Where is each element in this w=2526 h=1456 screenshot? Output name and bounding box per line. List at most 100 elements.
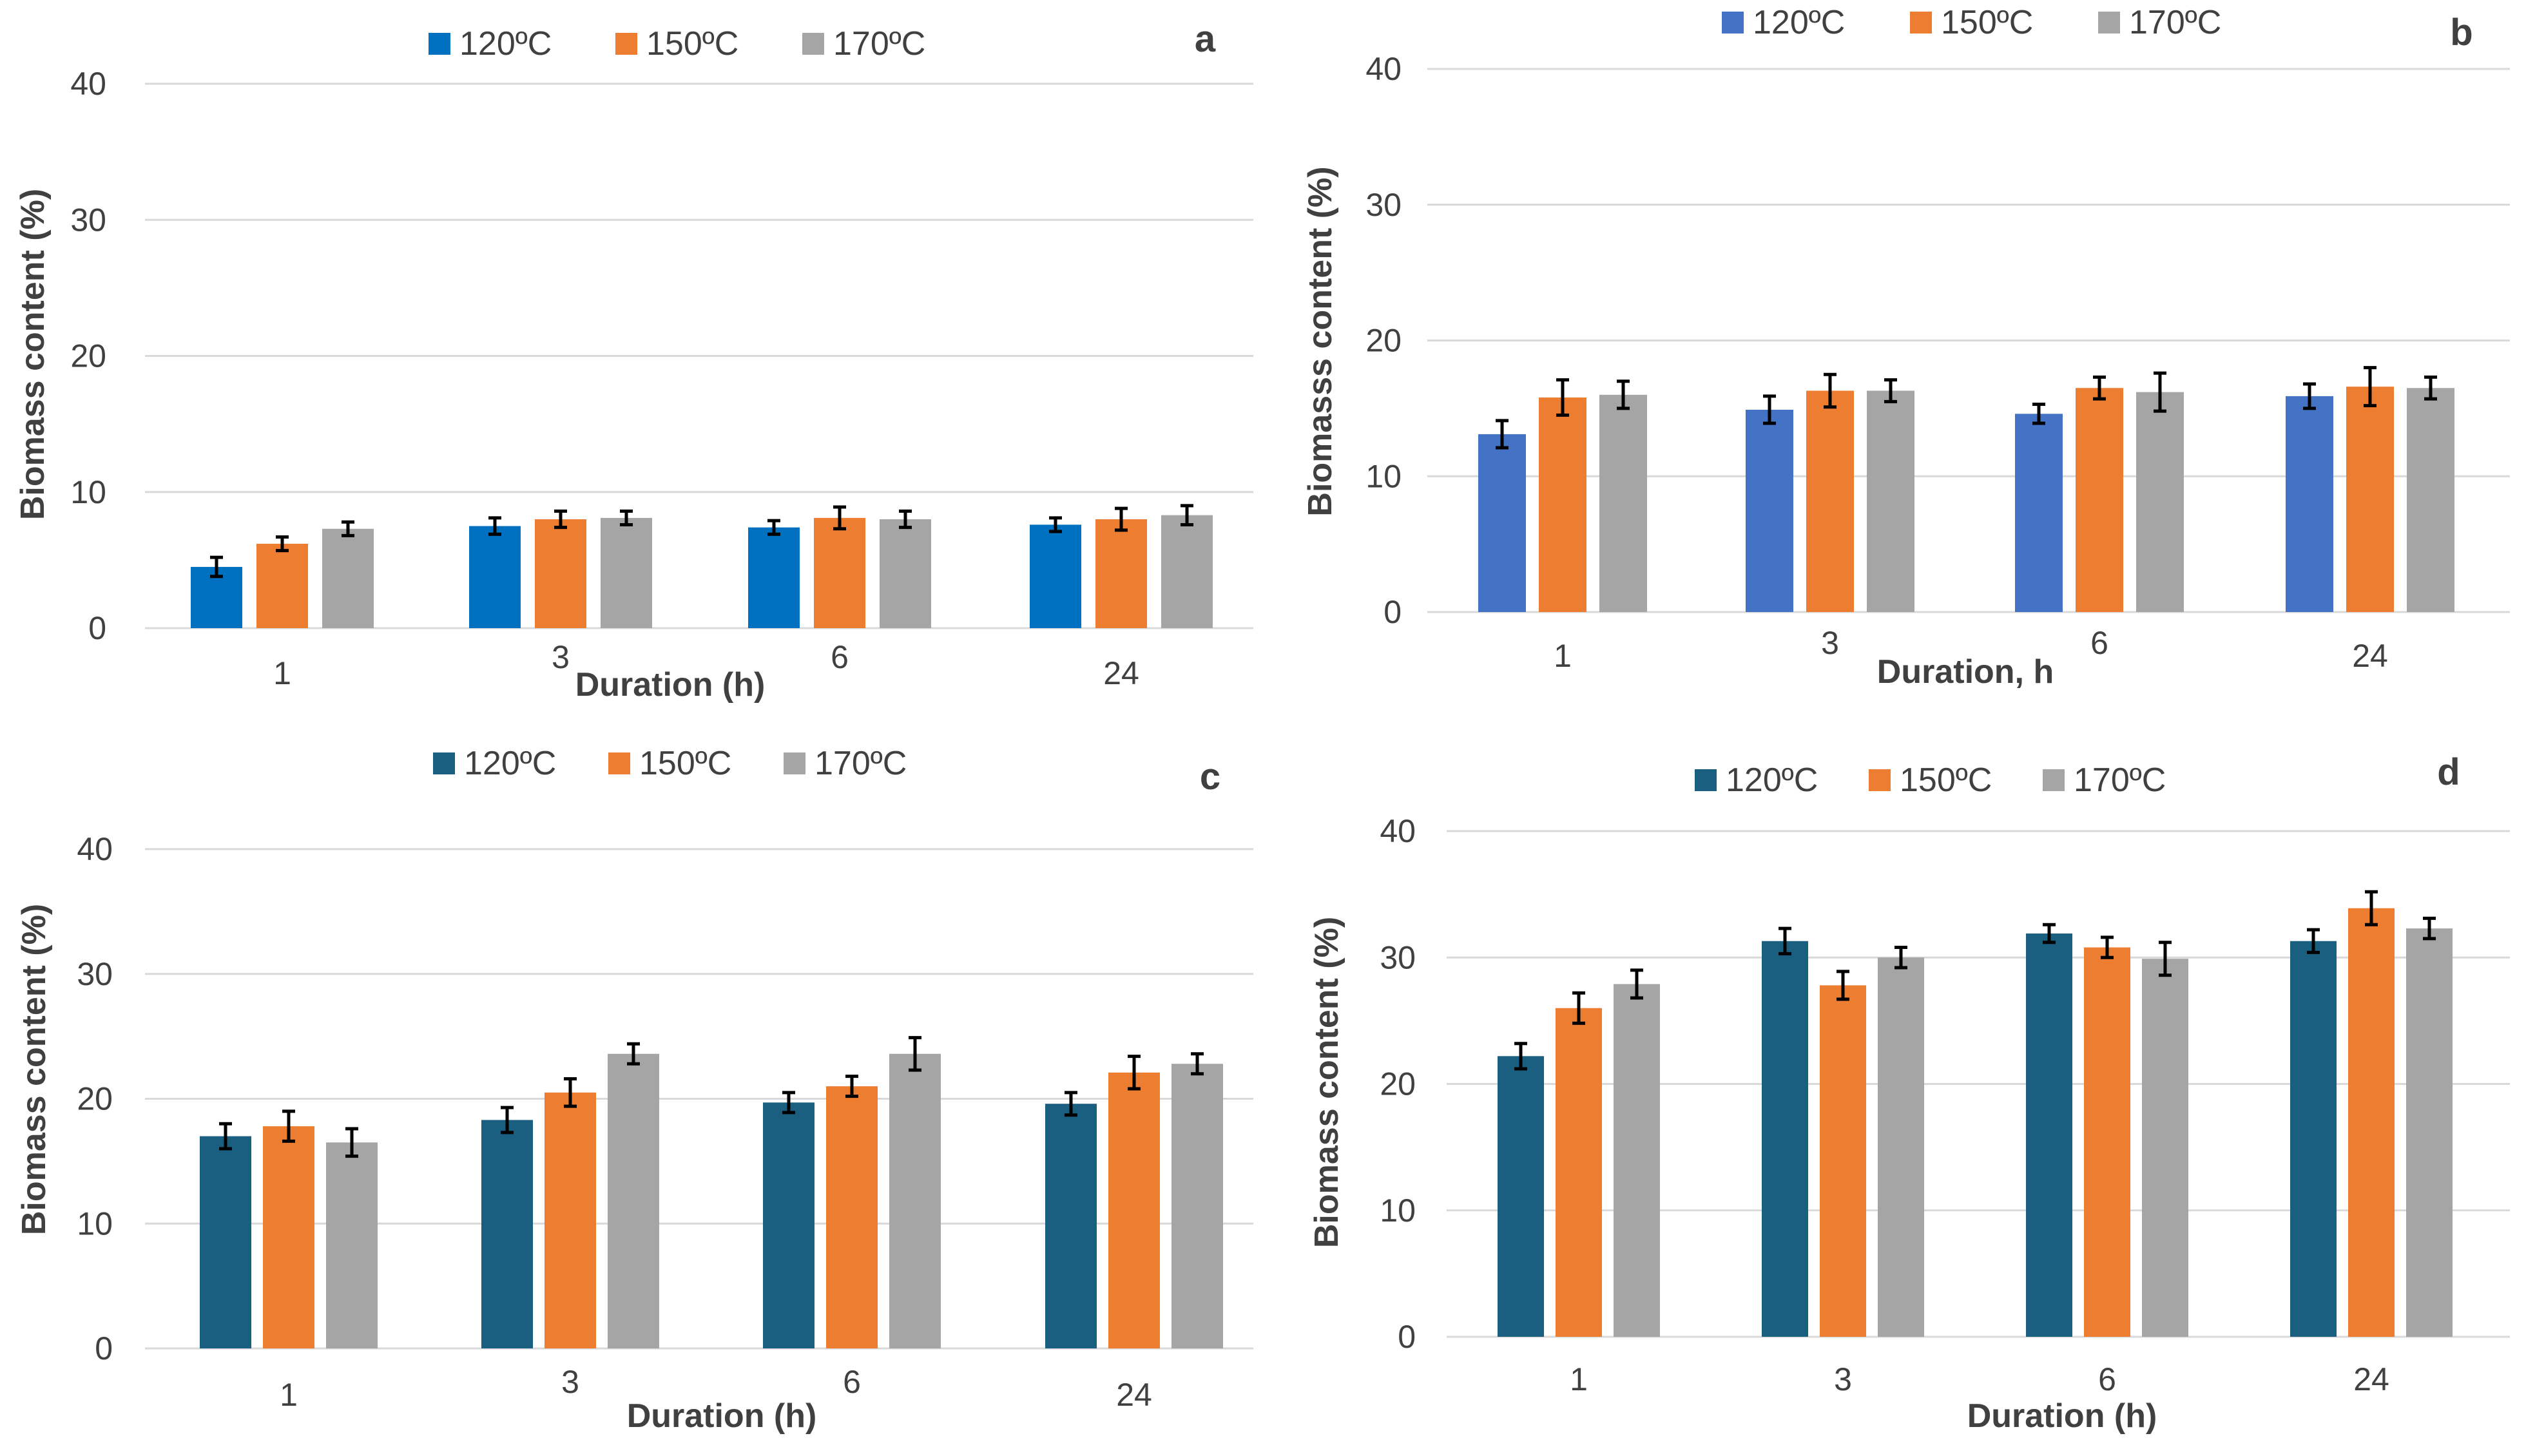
panel-d-x-axis-title: Duration (h) — [1967, 1397, 2157, 1435]
error-bar — [1824, 372, 1837, 409]
error-bar — [2307, 928, 2320, 954]
bar-150c-3 — [545, 1092, 596, 1348]
legend-label: 150ºC — [646, 25, 738, 62]
error-bar — [1884, 378, 1897, 403]
legend-item: 120ºC — [433, 745, 556, 782]
y-tick-label: 0 — [88, 610, 106, 646]
legend-label: 150ºC — [1900, 762, 1992, 799]
legend-label: 120ºC — [459, 25, 552, 62]
error-bar — [210, 555, 223, 579]
bar-170c-6 — [880, 519, 931, 628]
legend-item: 170ºC — [2098, 4, 2221, 41]
y-tick-label: 20 — [70, 338, 106, 374]
error-bar — [1572, 991, 1585, 1025]
legend-label: 170ºC — [815, 745, 907, 782]
bar-170c-3 — [608, 1053, 659, 1348]
y-tick-label: 30 — [1380, 939, 1416, 975]
legend-swatch — [1910, 12, 1932, 34]
bar-120c-6 — [2026, 933, 2072, 1337]
error-bar — [1514, 1042, 1527, 1071]
y-tick-label: 40 — [77, 831, 113, 867]
error-bar — [1630, 968, 1643, 1000]
legend-swatch — [608, 752, 630, 774]
bar-120c-24 — [1030, 524, 1081, 628]
x-category-label: 6 — [843, 1364, 861, 1400]
y-tick-label: 30 — [70, 202, 106, 238]
error-bar — [342, 520, 354, 537]
x-category-label: 6 — [2098, 1361, 2116, 1397]
bar-120c-1 — [200, 1136, 251, 1348]
error-bar — [2365, 890, 2378, 926]
legend-swatch — [2043, 769, 2065, 791]
panel-d-chart: 0 10 20 30 40 1 3 6 24 120ºC 150ºC 170ºC d Durati… — [1308, 751, 2510, 1435]
bar-150c-3 — [1820, 985, 1866, 1337]
bar-170c-3 — [1867, 390, 1914, 612]
bar-120c-3 — [481, 1120, 533, 1348]
bar-170c-1 — [1614, 984, 1660, 1337]
legend-swatch — [784, 752, 805, 774]
bar-150c-3 — [1806, 390, 1854, 612]
error-bar — [501, 1106, 514, 1135]
bar-170c-3 — [601, 517, 652, 628]
error-bar — [909, 1036, 921, 1072]
legend-swatch — [2098, 12, 2120, 34]
bar-150c-6 — [814, 517, 865, 628]
error-bar — [1763, 394, 1776, 425]
y-tick-label: 20 — [77, 1081, 113, 1117]
legend-label: 120ºC — [1726, 762, 1818, 799]
bar-150c-6 — [826, 1086, 878, 1348]
y-tick-label: 0 — [1384, 594, 1402, 630]
panel-c-chart: 0 10 20 30 40 1 3 6 24 120ºC 150ºC 170ºC c Durati… — [15, 745, 1253, 1435]
bar-170c-3 — [1878, 957, 1924, 1337]
y-tick-label: 40 — [70, 66, 106, 102]
x-category-label: 1 — [280, 1377, 298, 1413]
error-bar — [2424, 375, 2437, 401]
error-bar — [2154, 371, 2166, 413]
error-bar — [1556, 378, 1569, 417]
error-bar — [554, 509, 567, 530]
error-bar — [2101, 935, 2114, 959]
error-bar — [1617, 379, 1630, 410]
y-tick-label: 40 — [1380, 813, 1416, 849]
bar-150c-1 — [1539, 398, 1586, 612]
y-tick-label: 30 — [1365, 187, 1402, 223]
bar-120c-24 — [1045, 1104, 1097, 1348]
bar-120c-24 — [2290, 941, 2337, 1337]
error-bar — [767, 519, 780, 536]
y-tick-label: 10 — [1380, 1193, 1416, 1229]
legend-label: 170ºC — [833, 25, 925, 62]
bar-150c-24 — [1095, 519, 1147, 628]
error-bar — [899, 509, 912, 530]
error-bar — [1779, 926, 1791, 955]
y-tick-label: 10 — [70, 474, 106, 510]
legend-item: 170ºC — [2043, 762, 2166, 799]
panel-c-label: c — [1200, 756, 1220, 798]
panel-d-y-axis-title: Biomass content (%) — [1308, 917, 1345, 1248]
x-category-label: 24 — [2353, 1361, 2389, 1397]
bar-170c-1 — [326, 1142, 378, 1348]
error-bar — [345, 1127, 358, 1158]
legend-label: 170ºC — [2129, 4, 2221, 41]
bar-150c-1 — [1556, 1008, 1602, 1337]
error-bar — [488, 516, 501, 536]
x-category-label: 3 — [552, 639, 570, 675]
y-tick-label: 30 — [77, 956, 113, 992]
error-bar — [1115, 506, 1128, 532]
bar-170c-6 — [889, 1053, 941, 1348]
bar-120c-6 — [748, 527, 800, 628]
legend-item: 120ºC — [1722, 4, 1845, 41]
error-bar — [219, 1122, 232, 1151]
error-bar — [564, 1077, 577, 1108]
x-category-label: 6 — [831, 639, 849, 675]
legend-item: 120ºC — [1695, 762, 1818, 799]
bar-150c-1 — [256, 544, 308, 628]
x-category-label: 1 — [1570, 1361, 1588, 1397]
panel-d-label: d — [2437, 751, 2460, 793]
x-category-label: 3 — [1834, 1361, 1852, 1397]
legend-label: 150ºC — [639, 745, 731, 782]
x-category-label: 3 — [1821, 625, 1839, 661]
legend-swatch — [615, 33, 637, 55]
x-category-label: 6 — [2090, 625, 2108, 661]
x-category-label: 24 — [2352, 638, 2388, 674]
